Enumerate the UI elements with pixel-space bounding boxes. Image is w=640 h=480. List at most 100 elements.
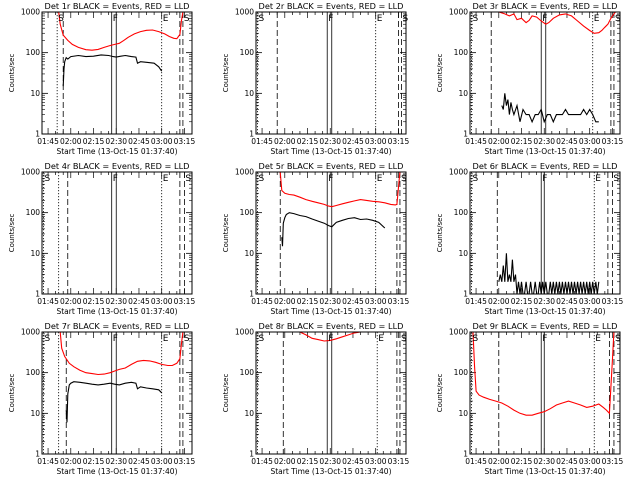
marker-label: E xyxy=(377,174,383,184)
y-tick-label: 100 xyxy=(240,208,255,217)
y-axis-label: Counts/sec xyxy=(8,214,16,253)
y-axis-label: Counts/sec xyxy=(436,54,444,93)
x-tick-label: 02:45 xyxy=(342,457,364,466)
series-lld xyxy=(59,332,184,376)
marker-label: F xyxy=(113,174,118,184)
marker-label: S xyxy=(184,334,190,344)
x-tick-label: 03:15 xyxy=(174,297,196,306)
y-tick-label: 100 xyxy=(26,208,41,217)
x-tick-label: 02:45 xyxy=(556,297,578,306)
y-tick-label: 1 xyxy=(35,130,40,139)
y-tick-label: 100 xyxy=(454,208,469,217)
x-tick-label: 03:00 xyxy=(365,457,387,466)
x-axis-label: Start Time (13-Oct-15 01:37:40) xyxy=(56,147,177,156)
y-axis-label: Counts/sec xyxy=(8,374,16,413)
x-tick-label: 03:15 xyxy=(388,297,410,306)
x-tick-label: 02:00 xyxy=(274,457,296,466)
plot-frame xyxy=(255,11,407,135)
x-tick-label: 02:15 xyxy=(83,137,105,146)
marker-label: S xyxy=(259,174,265,184)
panel-title: Det 8r BLACK = Events, RED = LLD xyxy=(259,321,404,331)
y-tick-label: 1000 xyxy=(235,168,254,177)
marker-label: S xyxy=(473,174,479,184)
x-tick-label: 03:00 xyxy=(151,457,173,466)
x-axis-label: Start Time (13-Oct-15 01:37:40) xyxy=(56,467,177,476)
x-tick-label: 02:30 xyxy=(319,297,341,306)
marker-label: S xyxy=(615,334,621,344)
plot-area xyxy=(257,332,401,454)
series-events xyxy=(501,93,599,124)
marker-label: F xyxy=(542,14,547,24)
x-tick-label: 01:45 xyxy=(251,137,273,146)
x-tick-label: 03:00 xyxy=(579,297,601,306)
panel-title: Det 7r BLACK = Events, RED = LLD xyxy=(45,321,190,331)
x-tick-label: 02:30 xyxy=(105,297,127,306)
series-lld xyxy=(279,172,401,208)
x-tick-label: 03:15 xyxy=(174,457,196,466)
x-tick-label: 02:00 xyxy=(274,137,296,146)
x-tick-label: 02:00 xyxy=(488,297,510,306)
y-axis-label: Counts/sec xyxy=(222,374,230,413)
y-tick-label: 1000 xyxy=(21,168,40,177)
y-tick-label: 1 xyxy=(35,450,40,459)
y-tick-label: 100 xyxy=(26,48,41,57)
y-tick-label: 1000 xyxy=(449,8,468,17)
x-tick-label: 02:15 xyxy=(297,297,319,306)
x-tick-label: 01:45 xyxy=(251,457,273,466)
y-axis-label: Counts/sec xyxy=(436,374,444,413)
marker-label: E xyxy=(594,14,600,24)
panel-title: Det 6r BLACK = Events, RED = LLD xyxy=(473,161,618,171)
panel-9: Det 9r BLACK = Events, RED = LLD Counts/s… xyxy=(436,321,623,476)
marker-label: S xyxy=(401,334,407,344)
y-tick-label: 1000 xyxy=(235,8,254,17)
x-tick-label: 02:45 xyxy=(556,457,578,466)
x-tick-label: 03:15 xyxy=(388,137,410,146)
y-tick-label: 100 xyxy=(240,48,255,57)
marker-label: S xyxy=(401,174,407,184)
marker-label: S xyxy=(259,14,265,24)
x-tick-label: 03:15 xyxy=(388,457,410,466)
panel-6: Det 6r BLACK = Events, RED = LLD Counts/s… xyxy=(436,161,623,316)
x-tick-label: 03:15 xyxy=(602,137,624,146)
plot-frame xyxy=(469,331,621,455)
y-tick-label: 1 xyxy=(249,290,254,299)
x-tick-label: 02:15 xyxy=(511,137,533,146)
x-tick-label: 02:15 xyxy=(511,297,533,306)
panel-5: Det 5r BLACK = Events, RED = LLD Counts/s… xyxy=(222,161,409,316)
x-tick-label: 02:30 xyxy=(105,137,127,146)
x-tick-label: 03:00 xyxy=(151,137,173,146)
series-events xyxy=(281,212,386,247)
marker-label: F xyxy=(542,174,547,184)
y-axis-label: Counts/sec xyxy=(8,54,16,93)
x-tick-label: 02:45 xyxy=(128,457,150,466)
x-tick-label: 03:00 xyxy=(579,137,601,146)
y-axis-label: Counts/sec xyxy=(436,214,444,253)
y-tick-label: 1 xyxy=(463,130,468,139)
x-tick-label: 02:30 xyxy=(533,457,555,466)
x-axis-label: Start Time (13-Oct-15 01:37:40) xyxy=(56,307,177,316)
marker-label: E xyxy=(163,174,169,184)
marker-label: S xyxy=(473,14,479,24)
x-tick-label: 03:00 xyxy=(365,297,387,306)
plot-area xyxy=(471,172,613,294)
y-axis-label: Counts/sec xyxy=(222,54,230,93)
panel-2: Det 2r BLACK = Events, RED = LLD Counts/s… xyxy=(222,1,409,156)
marker-label: S xyxy=(473,334,479,344)
marker-label: F xyxy=(113,334,118,344)
marker-label: S xyxy=(259,334,265,344)
x-tick-label: 02:30 xyxy=(105,457,127,466)
series-lld xyxy=(299,332,367,342)
x-tick-label: 02:00 xyxy=(60,137,82,146)
panel-title: Det 5r BLACK = Events, RED = LLD xyxy=(259,161,404,171)
x-axis-label: Start Time (13-Oct-15 01:37:40) xyxy=(270,467,391,476)
marker-label: E xyxy=(163,334,169,344)
x-tick-label: 03:00 xyxy=(365,137,387,146)
x-tick-label: 02:15 xyxy=(83,297,105,306)
x-tick-label: 02:45 xyxy=(556,137,578,146)
y-tick-label: 1 xyxy=(35,290,40,299)
x-tick-label: 01:45 xyxy=(465,297,487,306)
marker-label: F xyxy=(328,174,333,184)
marker-label: S xyxy=(45,174,51,184)
y-tick-label: 10 xyxy=(458,409,468,418)
y-tick-label: 100 xyxy=(454,48,469,57)
